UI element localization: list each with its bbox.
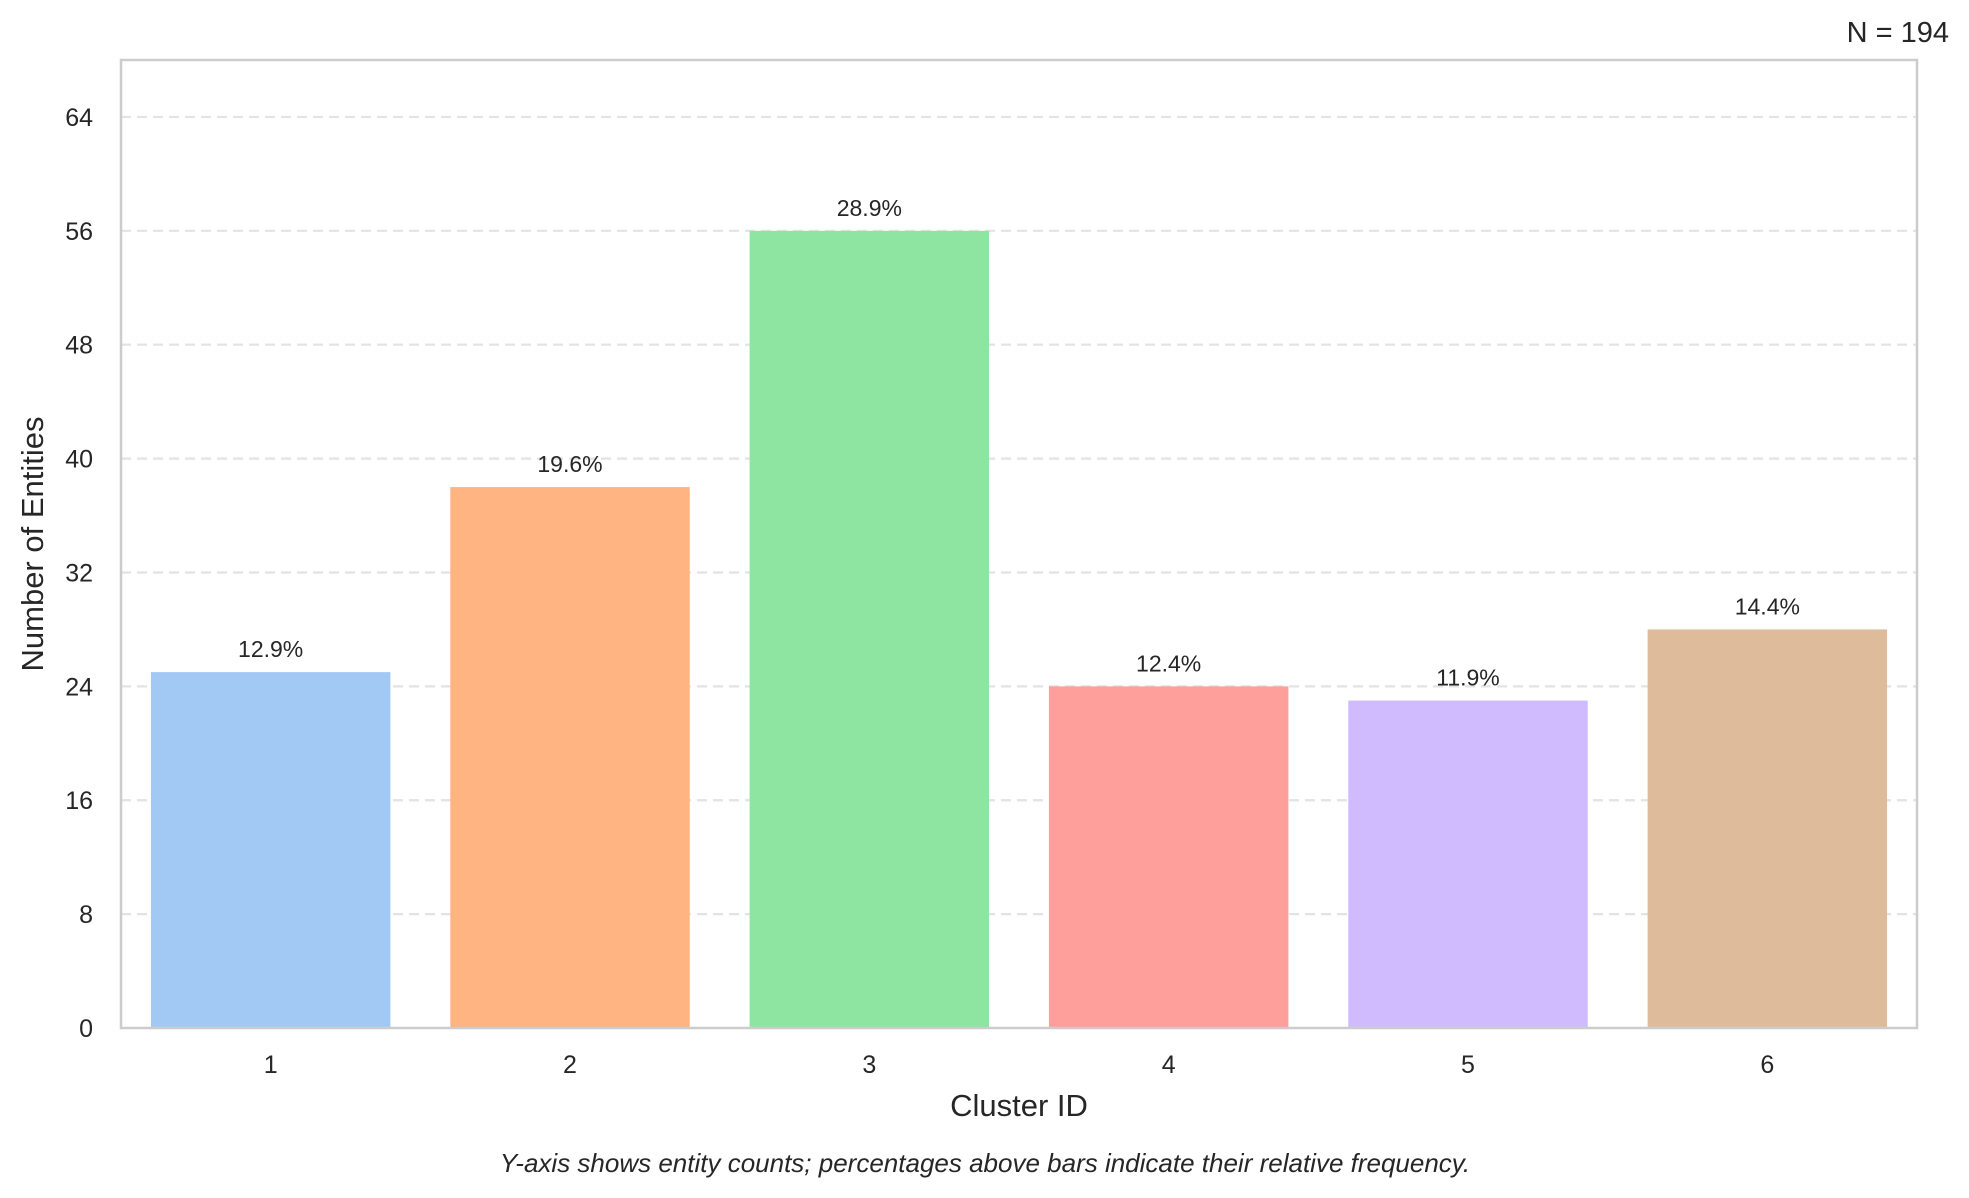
y-axis-title: Number of Entities (15, 417, 50, 672)
grid-lines (121, 115, 1917, 916)
bar-data-label: 19.6% (537, 451, 602, 477)
bar-data-labels: 12.9% 19.6% 28.9% 12.4% 11.9% 14.4% (238, 195, 1800, 691)
bar-data-label: 12.4% (1136, 650, 1201, 676)
y-tick-label: 56 (65, 218, 93, 246)
y-tick-label: 40 (65, 446, 93, 474)
bar-data-label: 11.9% (1436, 665, 1500, 691)
y-tick-label: 32 (65, 559, 93, 587)
bars (150, 230, 1888, 1028)
bar-cluster-6 (1647, 629, 1888, 1028)
x-tick-label: 3 (862, 1051, 876, 1079)
bar-cluster-4 (1048, 686, 1289, 1028)
bar-cluster-1 (150, 672, 391, 1028)
x-axis-ticks: 1 2 3 4 5 6 (264, 1051, 1775, 1079)
y-tick-label: 8 (79, 901, 93, 929)
x-tick-label: 1 (264, 1051, 278, 1079)
y-tick-label: 24 (65, 673, 93, 701)
y-axis-ticks: 0 8 16 24 32 40 48 56 64 (65, 104, 93, 1043)
bar-data-label: 28.9% (837, 195, 902, 221)
x-tick-label: 5 (1461, 1051, 1475, 1079)
y-tick-label: 64 (65, 104, 93, 132)
bar-data-label: 14.4% (1735, 593, 1800, 619)
x-tick-label: 2 (563, 1051, 577, 1079)
y-tick-label: 48 (65, 332, 93, 360)
x-tick-label: 4 (1162, 1051, 1176, 1079)
y-tick-label: 0 (79, 1015, 93, 1043)
bar-cluster-2 (450, 487, 690, 1028)
y-tick-label: 16 (65, 787, 93, 815)
plot-frame (119, 58, 1919, 1030)
x-tick-label: 6 (1760, 1051, 1774, 1079)
bar-cluster-3 (749, 230, 990, 1028)
chart-caption: Y-axis shows entity counts; percentages … (500, 1148, 1470, 1178)
bar-cluster-5 (1348, 700, 1588, 1028)
x-axis-title: Cluster ID (950, 1088, 1088, 1123)
bar-data-label: 12.9% (238, 636, 303, 662)
sample-size-annotation: N = 194 (1847, 17, 1949, 49)
